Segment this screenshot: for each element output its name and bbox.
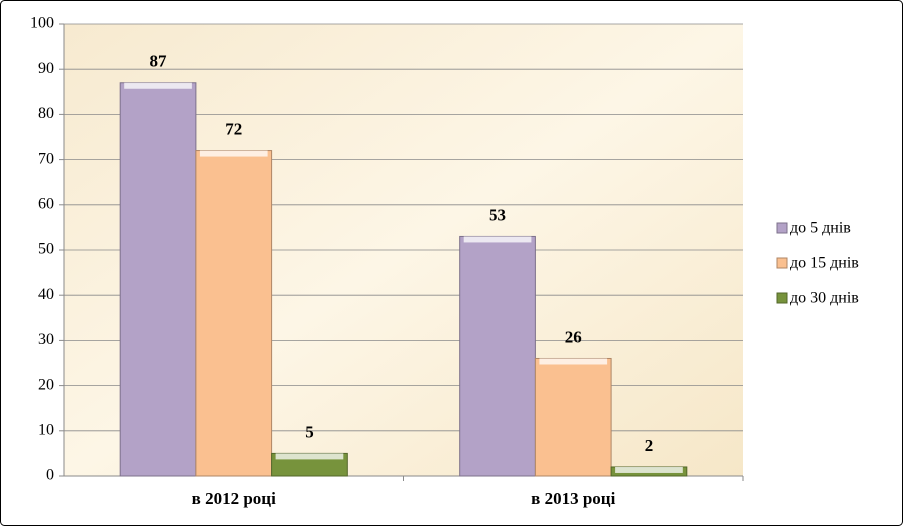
bar	[459, 235, 536, 477]
legend-swatch	[776, 292, 788, 304]
data-label: 72	[225, 119, 242, 138]
bar-bevel	[463, 236, 532, 243]
bar	[195, 150, 273, 477]
data-label: 5	[305, 422, 314, 441]
y-tick-label: 70	[38, 150, 54, 167]
y-tick-label: 30	[38, 331, 54, 348]
y-tick-label: 50	[38, 241, 54, 258]
y-tick-label: 10	[38, 421, 54, 438]
legend-label: до 5 днів	[790, 220, 851, 237]
y-tick-label: 40	[38, 286, 54, 303]
data-label: 87	[150, 52, 168, 71]
bar-bevel	[615, 466, 683, 473]
bar-bevel	[199, 150, 268, 157]
y-tick-label: 80	[38, 105, 54, 122]
legend-label: до 30 днів	[790, 290, 859, 307]
legend-swatch	[776, 222, 788, 234]
data-label: 2	[645, 436, 654, 455]
x-tick-label: в 2012 році	[192, 489, 276, 508]
bar	[534, 357, 612, 477]
x-tick-label: в 2013 році	[531, 489, 615, 508]
y-tick-label: 60	[38, 195, 54, 212]
y-tick-label: 90	[38, 60, 54, 77]
y-tick-label: 100	[30, 15, 54, 32]
bar-bevel	[539, 358, 608, 365]
bar-bevel	[124, 82, 192, 89]
bar	[119, 82, 197, 477]
data-label: 26	[565, 327, 582, 346]
bar-bevel	[275, 453, 344, 460]
y-tick-label: 20	[38, 376, 54, 393]
data-label: 53	[489, 205, 506, 224]
legend-label: до 15 днів	[790, 255, 859, 272]
y-tick-label: 0	[46, 467, 54, 484]
legend-swatch	[776, 257, 788, 269]
